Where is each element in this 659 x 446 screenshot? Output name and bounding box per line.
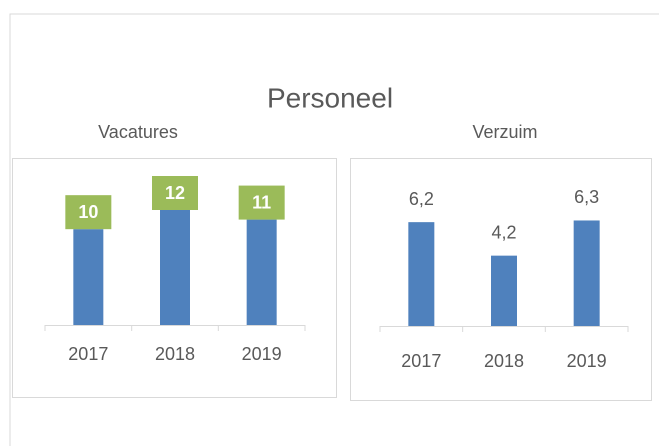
- chart-title: Verzuim: [472, 122, 537, 142]
- data-label-box: [238, 185, 285, 220]
- data-label: 6,3: [574, 187, 599, 207]
- x-tick-label: 2017: [68, 344, 108, 364]
- data-label: 11: [252, 192, 271, 212]
- bar: [160, 210, 190, 325]
- data-label: 10: [78, 202, 98, 222]
- bar: [408, 222, 435, 326]
- x-tick-label: 2019: [567, 351, 607, 371]
- bar: [246, 219, 277, 325]
- chart-panel: [350, 158, 652, 401]
- x-tick-label: 2018: [484, 351, 524, 371]
- data-label: 6,2: [409, 189, 434, 209]
- bar: [573, 220, 600, 326]
- x-tick-label: 2019: [242, 344, 282, 364]
- x-tick-label: 2017: [401, 351, 441, 371]
- data-label: 4,2: [491, 222, 516, 242]
- frame: [9, 13, 659, 446]
- chart-panel: [12, 158, 337, 398]
- x-tick-label: 2018: [155, 344, 195, 364]
- data-label-box: [65, 195, 112, 230]
- bar: [73, 229, 104, 325]
- chart-title: Vacatures: [98, 122, 178, 142]
- page-title: Personeel: [267, 82, 393, 113]
- data-label-box: [152, 176, 198, 210]
- data-label: 12: [165, 183, 185, 203]
- bar: [491, 255, 517, 326]
